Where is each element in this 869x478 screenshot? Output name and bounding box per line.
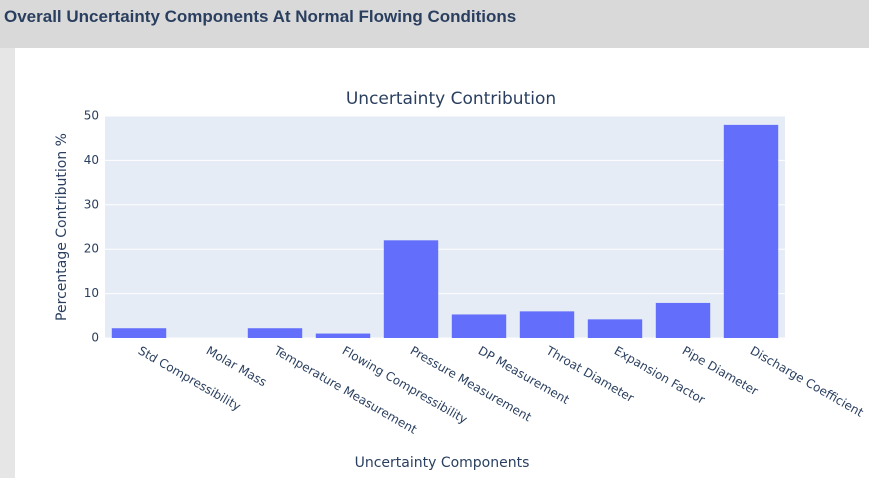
x-axis-title: Uncertainty Components [355, 455, 530, 471]
y-axis-title: Percentage Contribution % [54, 133, 70, 321]
header-title: Overall Uncertainty Components At Normal… [4, 7, 517, 26]
bar [315, 333, 371, 338]
bar [111, 328, 167, 338]
x-tick-label: Molar Mass [204, 344, 269, 390]
y-tick-label: 0 [91, 331, 99, 345]
y-tick-label: 40 [84, 153, 99, 167]
x-tick-label: Flowing Compressibility [340, 344, 470, 427]
x-tick-label: Discharge Coefficient [748, 344, 866, 420]
header: Overall Uncertainty Components At Normal… [0, 0, 869, 48]
y-tick-label: 30 [84, 197, 99, 211]
y-tick-label: 20 [84, 242, 99, 256]
bar [519, 311, 575, 338]
plot-area [105, 116, 785, 338]
x-tick-label: Pressure Measurement [408, 344, 534, 425]
bar [451, 314, 507, 338]
y-tick-label: 50 [84, 109, 99, 123]
bar [723, 124, 779, 338]
y-tick-label: 10 [84, 286, 99, 300]
chart-title: Uncertainty Contribution [346, 89, 556, 109]
bar [247, 328, 303, 338]
bar [383, 240, 439, 338]
bar [587, 319, 643, 338]
bar [655, 302, 711, 338]
